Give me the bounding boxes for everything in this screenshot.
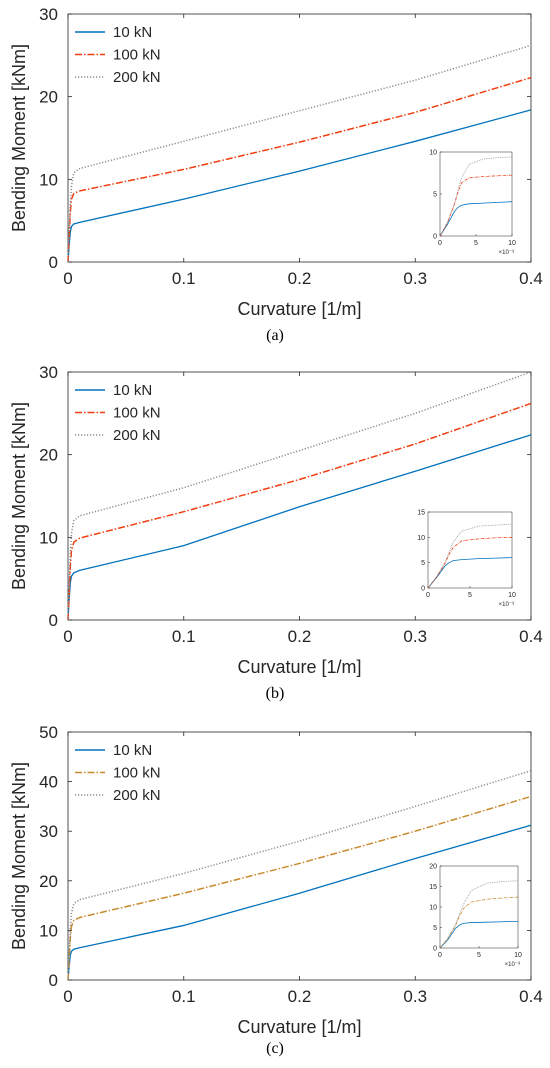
y-tick-label: 30 xyxy=(39,822,58,841)
x-tick-label: 0 xyxy=(63,987,72,1006)
y-tick-label: 0 xyxy=(49,611,58,630)
legend-label: 200 kN xyxy=(113,427,161,444)
y-tick-label: 20 xyxy=(39,88,58,107)
y-tick-label: 50 xyxy=(39,723,58,742)
figure-caption: (c) xyxy=(266,1040,284,1057)
y-tick-label: 20 xyxy=(39,872,58,891)
x-tick-label: 0.4 xyxy=(519,987,543,1006)
inset-x-tick-label: 0 xyxy=(426,592,430,599)
legend-label: 100 kN xyxy=(113,765,161,782)
x-tick-label: 0.2 xyxy=(288,987,312,1006)
inset-x-tick-label: 0 xyxy=(438,952,442,959)
inset-series-line xyxy=(439,174,513,237)
y-axis-label: Bending Moment [kNm] xyxy=(9,402,29,590)
y-tick-label: 20 xyxy=(39,446,58,465)
inset-series-line xyxy=(439,896,519,949)
figure-caption: (a) xyxy=(266,327,284,344)
inset-x-tick-label: 10 xyxy=(508,240,516,247)
x-tick-label: 0.1 xyxy=(172,269,196,288)
inset-y-tick-label: 0 xyxy=(433,946,437,953)
inset-x-exponent: ×10⁻³ xyxy=(499,602,514,608)
x-tick-label: 0.3 xyxy=(403,627,427,646)
x-tick-label: 0.1 xyxy=(172,627,196,646)
figure-caption: (b) xyxy=(266,685,285,702)
x-axis-label: Curvature [1/m] xyxy=(237,1017,361,1037)
x-axis-label: Curvature [1/m] xyxy=(237,299,361,319)
inset-series-line xyxy=(427,523,513,589)
x-tick-label: 0.4 xyxy=(519,269,543,288)
inset-x-tick-label: 5 xyxy=(477,952,481,959)
inset-series-line xyxy=(439,201,513,237)
inset-x-tick-label: 5 xyxy=(468,592,472,599)
inset-y-tick-label: 10 xyxy=(429,150,437,157)
y-tick-label: 40 xyxy=(39,773,58,792)
inset-plot: 0 5 10 0 5 10 ×10⁻³ xyxy=(429,150,516,257)
x-tick-label: 0.2 xyxy=(288,269,312,288)
inset-y-tick-label: 5 xyxy=(421,560,425,567)
legend-label: 200 kN xyxy=(113,787,161,804)
inset-y-tick-label: 15 xyxy=(417,510,425,517)
inset-y-tick-label: 15 xyxy=(429,884,437,891)
x-tick-label: 0 xyxy=(63,269,72,288)
inset-x-exponent: ×10⁻³ xyxy=(499,250,514,256)
series-line-200-kn xyxy=(67,44,532,263)
inset-x-tick-label: 5 xyxy=(474,240,478,247)
legend-label: 200 kN xyxy=(113,69,161,86)
x-axis-label: Curvature [1/m] xyxy=(237,657,361,677)
x-tick-label: 0.3 xyxy=(403,987,427,1006)
y-tick-label: 0 xyxy=(49,971,58,990)
inset-x-tick-label: 0 xyxy=(438,240,442,247)
x-tick-label: 0.1 xyxy=(172,987,196,1006)
legend-label: 10 kN xyxy=(113,24,152,41)
inset-plot: 0 5 10 0 5 10 15 ×10⁻³ xyxy=(417,510,516,609)
inset-y-tick-label: 0 xyxy=(433,234,437,241)
y-tick-label: 30 xyxy=(39,5,58,24)
legend-label: 100 kN xyxy=(113,47,161,64)
inset-x-exponent: ×10⁻³ xyxy=(505,962,520,968)
inset-frame xyxy=(439,151,513,237)
x-tick-label: 0.3 xyxy=(403,269,427,288)
inset-series-line xyxy=(427,557,513,589)
chart-panel-2: 0 0.1 0.2 0.3 0.4 0 10 20 30 Curvature [1/m] Bendi… xyxy=(9,363,543,677)
x-tick-label: 0.4 xyxy=(519,627,543,646)
inset-plot: 0 5 10 0 5 10 15 20 ×10⁻³ xyxy=(429,864,522,969)
y-tick-label: 10 xyxy=(39,170,58,189)
inset-x-tick-label: 10 xyxy=(508,592,516,599)
series-line-10-kn xyxy=(67,109,532,263)
x-tick-label: 0 xyxy=(63,627,72,646)
legend-label: 100 kN xyxy=(113,405,161,422)
inset-frame xyxy=(439,865,519,949)
inset-y-tick-label: 10 xyxy=(429,905,437,912)
y-axis-label: Bending Moment [kNm] xyxy=(9,44,29,232)
y-axis-label: Bending Moment [kNm] xyxy=(9,762,29,950)
legend-label: 10 kN xyxy=(113,382,152,399)
chart-panel-1: 0 0.1 0.2 0.3 0.4 0 10 20 30 Curvature [1/m] Bendi… xyxy=(9,5,543,319)
inset-y-tick-label: 20 xyxy=(429,864,437,871)
legend-label: 10 kN xyxy=(113,742,152,759)
y-tick-label: 30 xyxy=(39,363,58,382)
y-tick-label: 10 xyxy=(39,921,58,940)
inset-y-tick-label: 5 xyxy=(433,192,437,199)
inset-y-tick-label: 0 xyxy=(421,586,425,593)
y-tick-label: 10 xyxy=(39,528,58,547)
y-tick-label: 0 xyxy=(49,253,58,272)
inset-frame xyxy=(427,511,513,589)
inset-y-tick-label: 5 xyxy=(433,925,437,932)
inset-x-tick-label: 10 xyxy=(514,952,522,959)
inset-y-tick-label: 10 xyxy=(417,535,425,542)
series-line-100-kn xyxy=(67,76,532,263)
x-tick-label: 0.2 xyxy=(288,627,312,646)
inset-series-line xyxy=(427,536,513,589)
inset-series-line xyxy=(439,156,513,237)
inset-series-line xyxy=(439,920,519,949)
